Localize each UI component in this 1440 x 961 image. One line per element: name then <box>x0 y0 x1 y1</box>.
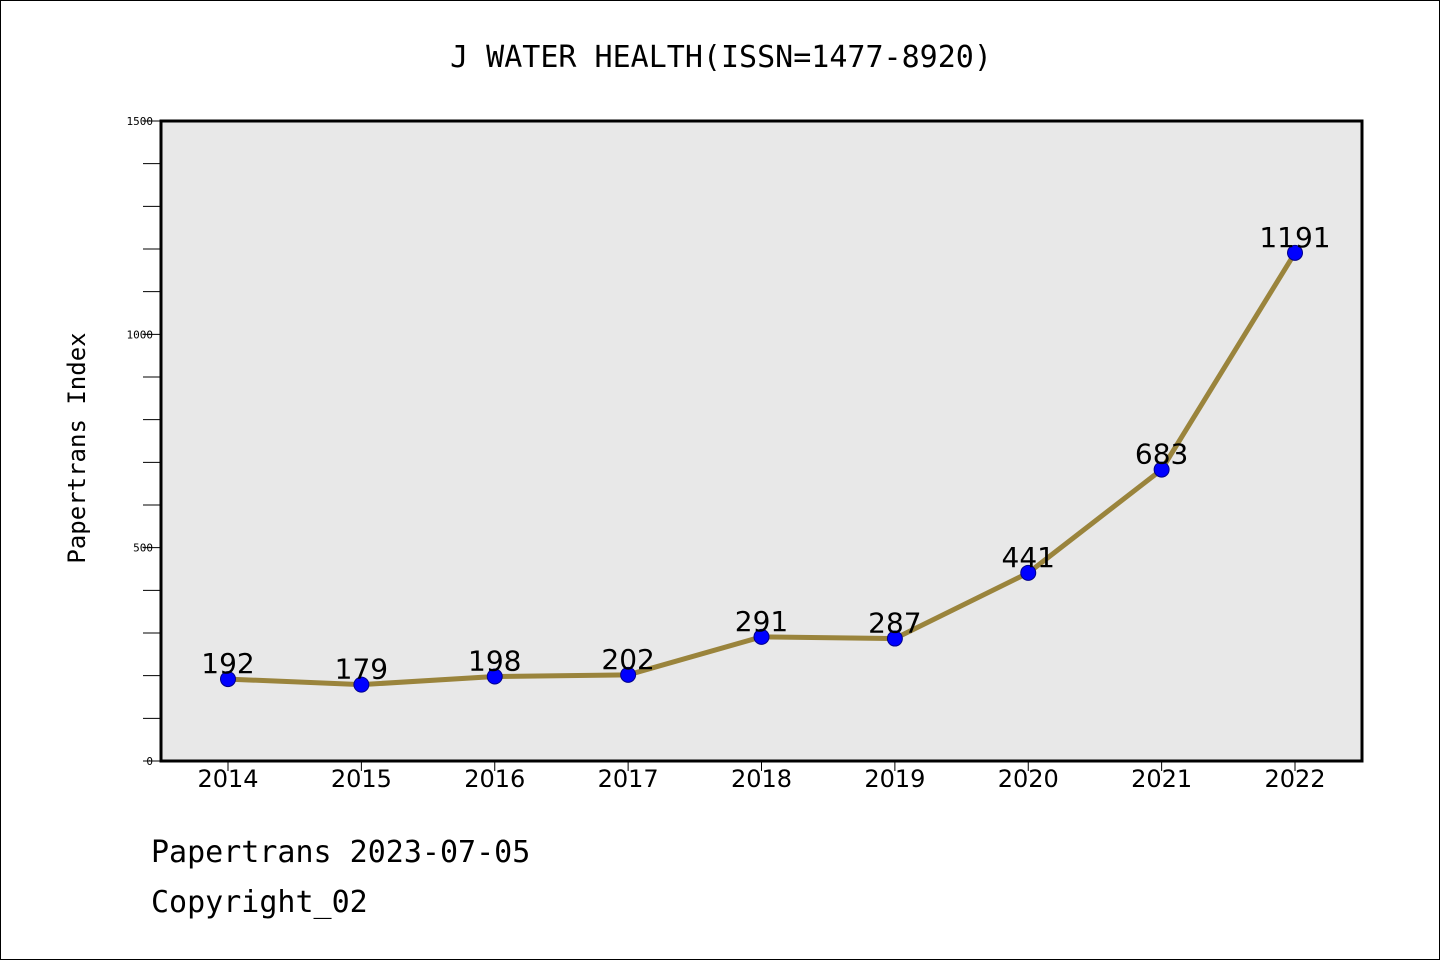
data-point <box>1287 244 1303 261</box>
footer-copyright-text: Copyright_02 <box>151 885 368 920</box>
footer-date-text: Papertrans 2023-07-05 <box>151 835 531 870</box>
plot-area <box>159 119 1364 763</box>
data-point <box>753 628 770 645</box>
x-tick-label: 2017 <box>598 765 659 793</box>
y-tick-label: 1500 <box>127 115 154 128</box>
x-tick-label: 2022 <box>1264 765 1325 793</box>
x-tick-label: 2019 <box>864 765 925 793</box>
x-tick-label: 2018 <box>731 765 792 793</box>
data-label: 287 <box>868 607 921 640</box>
series-layer: 192 179 198 202 291 287 441 683 1191 <box>201 221 1331 693</box>
data-label: 198 <box>468 645 521 678</box>
y-tick-label: 1000 <box>127 328 154 341</box>
data-point <box>1153 461 1170 478</box>
data-point <box>886 630 903 647</box>
data-label: 441 <box>1002 541 1055 574</box>
data-label: 291 <box>735 605 788 638</box>
y-tick-label: 0 <box>146 755 153 768</box>
chart-title: J WATER HEALTH(ISSN=1477-8920) <box>450 40 992 75</box>
x-tick-label: 2014 <box>197 765 258 793</box>
data-point <box>620 666 637 683</box>
data-point <box>220 671 236 688</box>
x-tick-label: 2015 <box>331 765 392 793</box>
x-tick-label: 2021 <box>1131 765 1192 793</box>
data-label: 683 <box>1135 438 1188 471</box>
y-axis-label: Papertrans Index <box>63 332 91 563</box>
data-point <box>1020 564 1037 581</box>
data-label: 202 <box>601 643 654 676</box>
x-tick-label: 2016 <box>464 765 525 793</box>
data-point <box>353 676 370 693</box>
data-label: 179 <box>335 653 388 686</box>
data-label: 1191 <box>1259 221 1330 254</box>
data-label: 192 <box>201 647 254 680</box>
data-point <box>486 668 503 685</box>
axis-ticks: 0 500 1000 1500 2014 2015 2016 2017 2018 2019 2020… <box>127 115 1326 793</box>
y-tick-label: 500 <box>133 542 153 555</box>
x-tick-label: 2020 <box>998 765 1059 793</box>
